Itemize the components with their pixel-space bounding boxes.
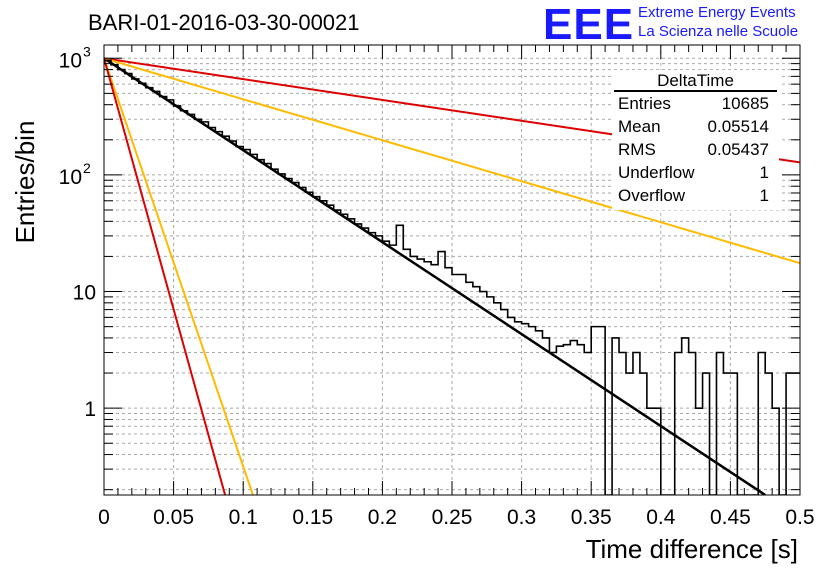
stats-label: RMS — [618, 140, 656, 159]
x-tick-label: 0.4 — [646, 506, 676, 529]
stats-row: Overflow 1 — [612, 184, 779, 207]
stats-row: Mean 0.05514 — [612, 115, 779, 138]
y-tick-label: 10 — [73, 282, 96, 305]
x-tick-label: 0.45 — [710, 506, 751, 529]
stats-row: Underflow 1 — [612, 161, 779, 184]
x-tick-label: 0.5 — [785, 506, 814, 529]
stats-row: Entries 10685 — [612, 92, 779, 115]
stats-row: RMS 0.05437 — [612, 138, 779, 161]
chart-title: BARI-01-2016-03-30-00021 — [88, 10, 360, 35]
y-axis-label: Entries/bin — [10, 121, 40, 244]
fit-line — [104, 58, 227, 495]
x-tick-labels: 0 0.05 0.1 0.15 0.2 0.25 0.3 0.35 0.4 0.45 0.5 — [98, 506, 814, 529]
stats-value: 10685 — [721, 94, 769, 113]
logo-caption-line2: La Scienza nelle Scuole — [638, 23, 799, 40]
stats-value: 1 — [759, 163, 769, 182]
histogram-series — [104, 59, 800, 495]
fit-line — [104, 57, 800, 265]
x-tick-label: 0.3 — [507, 506, 536, 529]
stats-value: 0.05437 — [707, 140, 769, 159]
stats-label: Overflow — [618, 186, 686, 205]
stats-label: Mean — [618, 117, 661, 136]
x-tick-label: 0.2 — [368, 506, 397, 529]
fit-line — [104, 57, 254, 495]
stats-label: Underflow — [618, 163, 695, 182]
stats-value: 1 — [759, 186, 769, 205]
x-axis-label: Time difference [s] — [586, 534, 798, 564]
x-tick-label: 0.1 — [229, 506, 258, 529]
x-tick-label: 0.05 — [153, 506, 194, 529]
stats-label: Entries — [618, 94, 671, 113]
eee-logo: EEE — [543, 0, 635, 49]
x-tick-label: 0.25 — [432, 506, 473, 529]
y-tick-label: 1 — [84, 398, 96, 421]
stats-box: DeltaTime Entries 10685 Mean 0.05514 RMS 0.… — [612, 70, 779, 210]
stats-value: 0.05514 — [707, 117, 769, 136]
histogram-line — [104, 59, 800, 495]
stats-name: DeltaTime — [614, 70, 777, 92]
logo-caption-line1: Extreme Energy Events — [638, 4, 796, 21]
y-tick-label: 10 — [59, 49, 82, 72]
x-tick-label: 0.35 — [571, 506, 612, 529]
x-tick-label: 0.15 — [292, 506, 333, 529]
tick-marks — [103, 45, 801, 495]
fit-line — [104, 57, 766, 495]
y-tick-label-exponent: 2 — [83, 160, 91, 176]
x-tick-label: 0 — [98, 506, 110, 529]
y-tick-label: 10 — [59, 166, 82, 189]
y-tick-label-exponent: 3 — [83, 43, 91, 59]
